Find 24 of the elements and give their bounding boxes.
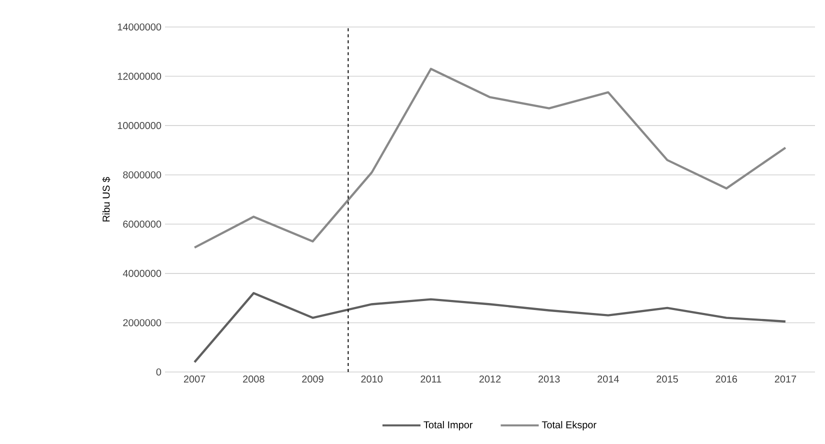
x-tick-label: 2012: [479, 376, 501, 383]
y-tick-label: 2000000: [123, 319, 162, 326]
y-tick-label: 8000000: [123, 171, 162, 178]
x-tick-label: 2011: [420, 376, 442, 383]
x-tick-label: 2017: [774, 376, 796, 383]
x-tick-label: 2016: [716, 376, 738, 383]
legend-label: Total Ekspor: [542, 421, 596, 430]
x-tick-label: 2014: [598, 376, 619, 383]
y-axis-title: Ribu US $: [102, 176, 110, 222]
line-series: [193, 292, 787, 364]
y-tick-label: 12000000: [118, 72, 162, 80]
y-tick-label: 4000000: [122, 270, 162, 277]
x-tick-label: 2008: [243, 376, 264, 383]
y-tick-label: 10000000: [118, 122, 162, 130]
legend-label: Total Impor: [424, 421, 473, 430]
y-tick-label: 14000000: [118, 23, 162, 31]
x-tick-label: 2009: [302, 376, 324, 383]
y-tick-label: 0: [156, 368, 162, 376]
line-series: [193, 68, 787, 249]
x-tick-label: 2015: [656, 376, 678, 383]
x-tick-label: 2007: [184, 376, 206, 383]
x-tick-label: 2013: [538, 376, 560, 383]
x-tick-label: 2010: [361, 376, 383, 383]
y-tick-label: 6000000: [123, 220, 162, 228]
